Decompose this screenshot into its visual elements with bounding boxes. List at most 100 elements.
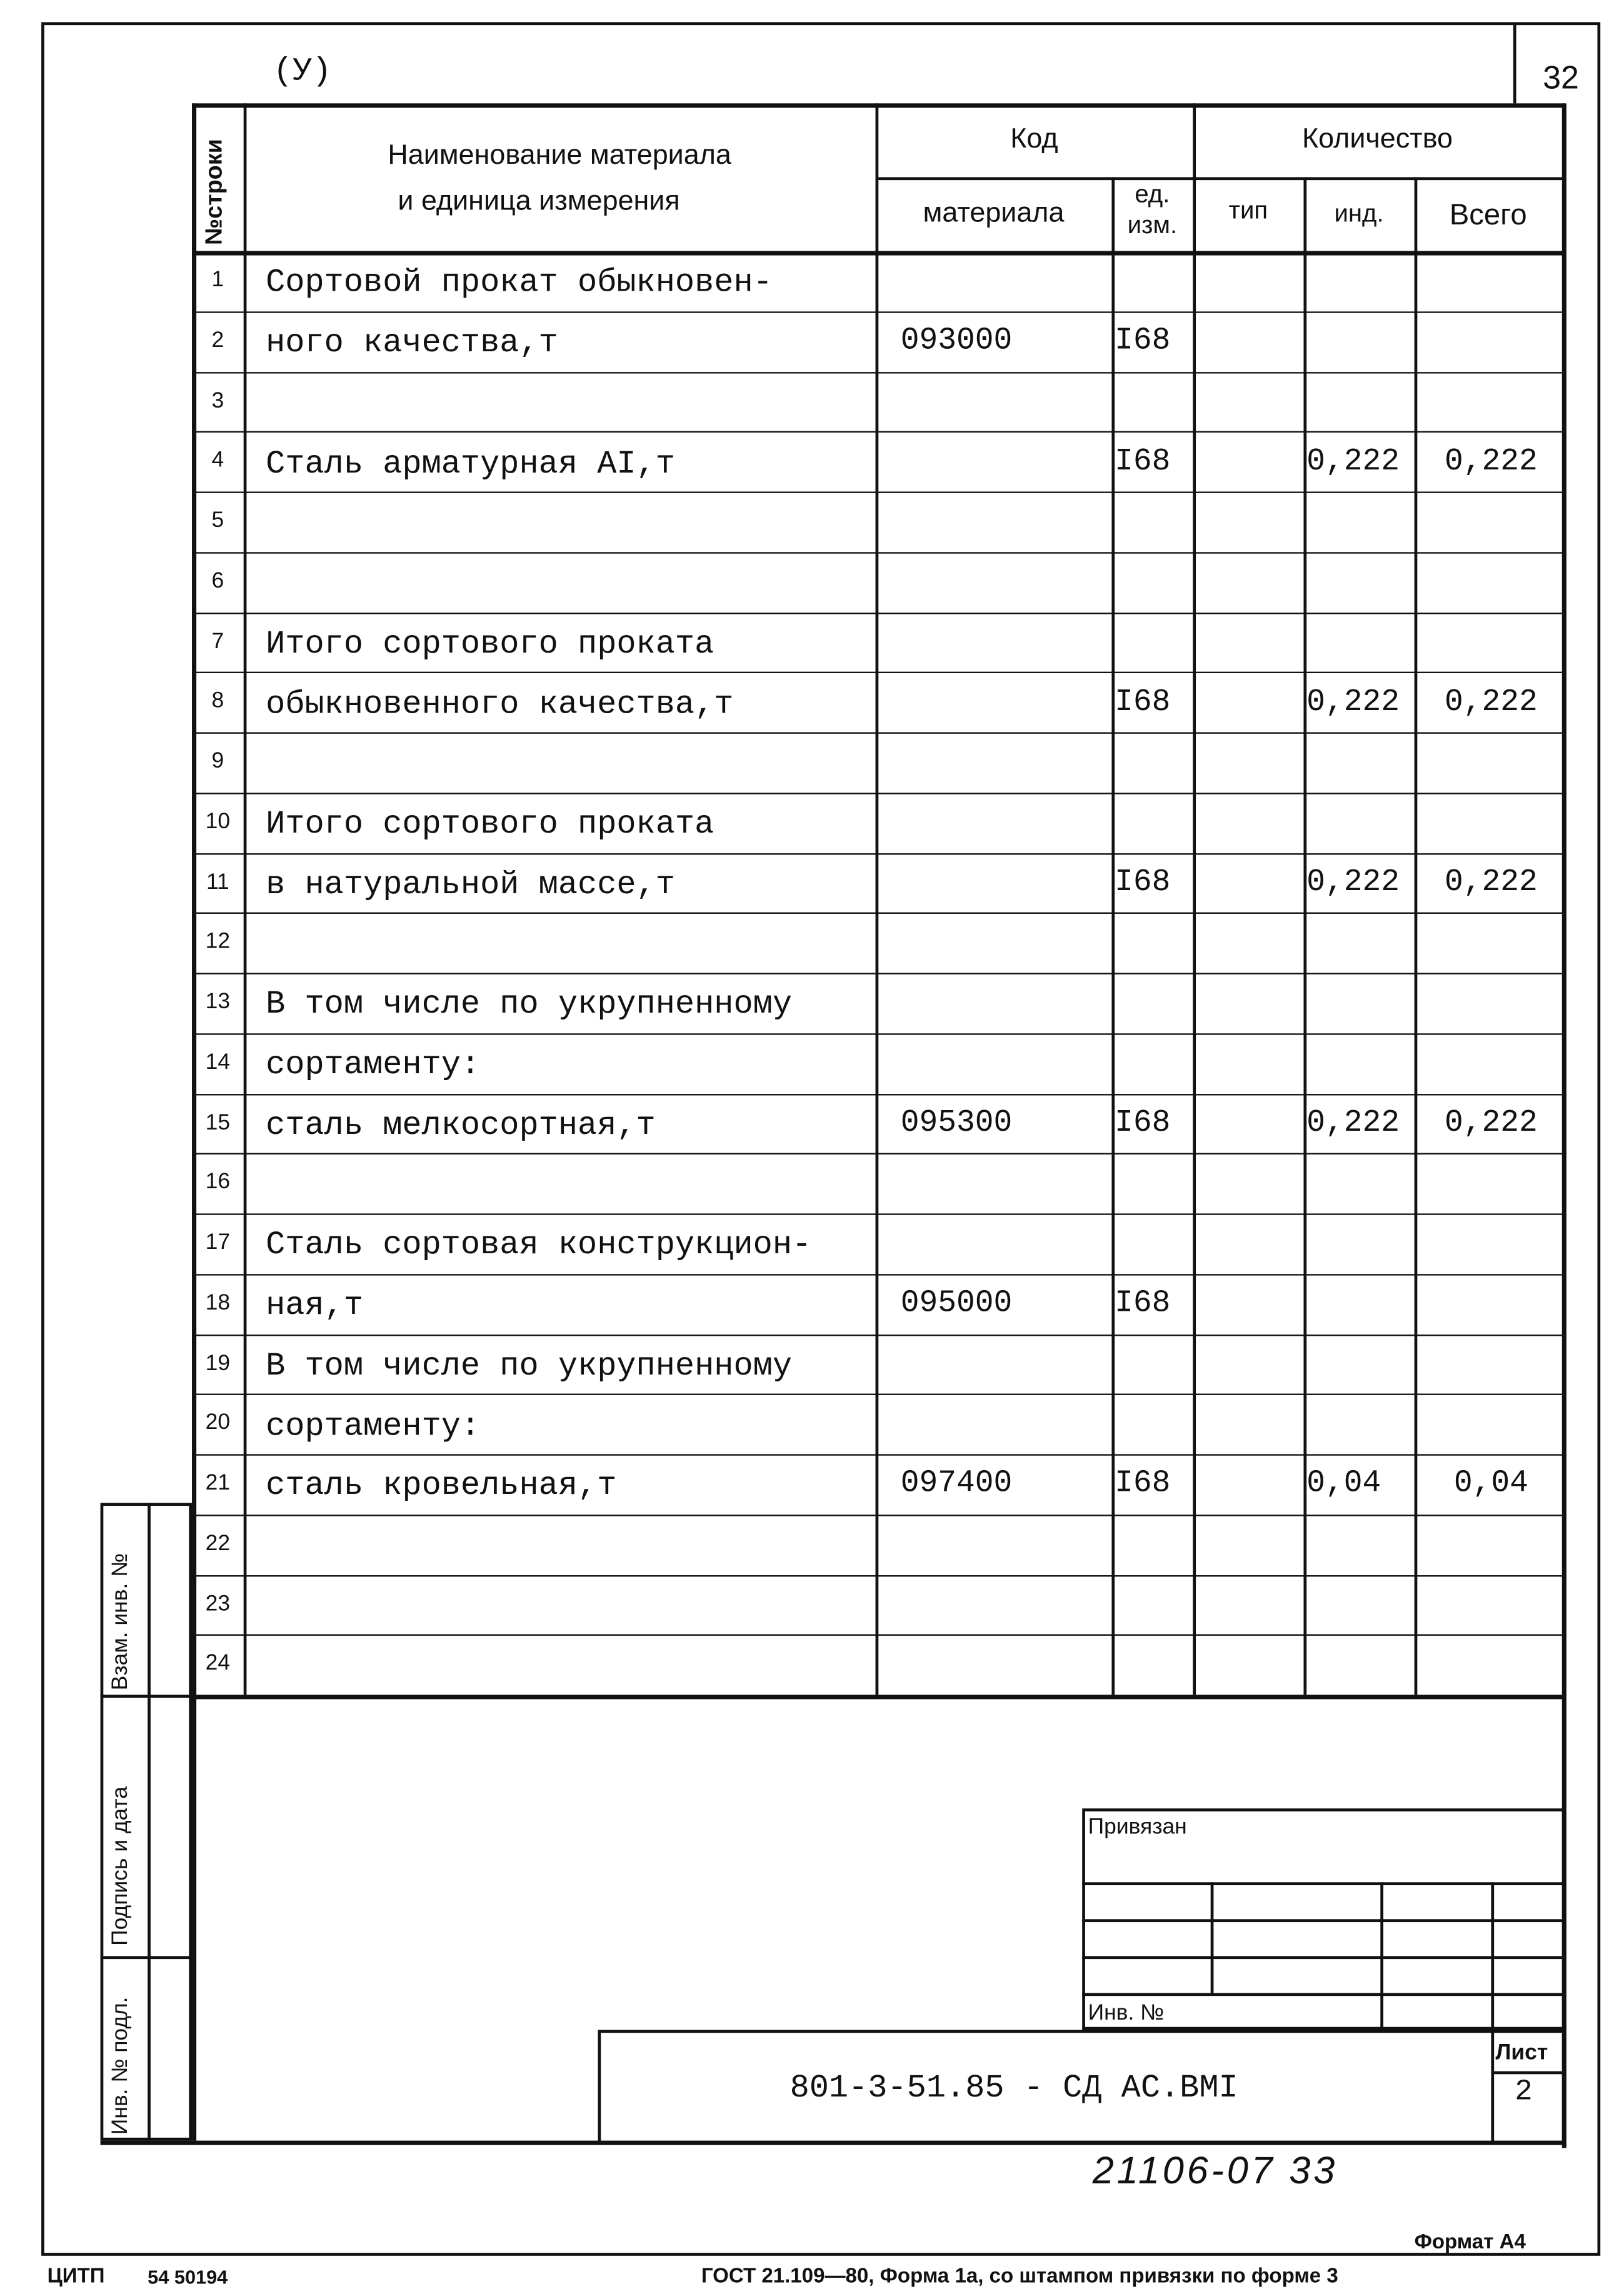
row-number: 17 — [205, 1230, 231, 1255]
format-label: Формат А4 — [1414, 2229, 1526, 2253]
material-name: сталь кровельная,т — [266, 1468, 617, 1505]
row-divider — [192, 973, 1565, 974]
row-number: 11 — [206, 868, 229, 894]
row-number: 4 — [211, 448, 224, 473]
binding-label: Привязан — [1088, 1814, 1187, 1840]
qty-ind: 0,222 — [1306, 866, 1400, 901]
qty-total: 0,222 — [1444, 445, 1538, 479]
material-code: 095000 — [900, 1287, 1013, 1322]
col-divider — [1414, 177, 1418, 1695]
sheet-number: 2 — [1515, 2075, 1533, 2110]
qty-ind: 0,04 — [1306, 1468, 1381, 1502]
material-name: сортаменту: — [266, 1046, 481, 1084]
outer-frame — [41, 22, 1601, 2256]
row-divider — [192, 1574, 1565, 1576]
material-name: ная,т — [266, 1287, 364, 1325]
material-name: сортаменту: — [266, 1408, 481, 1445]
material-name: сталь мелкосортная,т — [266, 1107, 656, 1144]
sidebar-divider — [100, 1956, 193, 1960]
qty-total: 0,222 — [1444, 866, 1538, 901]
row-divider — [192, 1273, 1565, 1276]
row-number: 19 — [205, 1350, 231, 1376]
row-divider — [192, 551, 1565, 554]
table-body-bottom — [192, 1695, 1565, 1700]
material-name: В том числе по укрупненному — [266, 986, 793, 1024]
row-number: 7 — [211, 628, 224, 654]
header-name-line2: и единица измерения — [398, 186, 680, 218]
unit-code: I68 — [1115, 445, 1171, 479]
material-name: Сталь сортовая конструкцион- — [266, 1227, 812, 1265]
order-number: 54 50194 — [148, 2266, 228, 2288]
sidebar-replace-inv: Взам. инв. № — [108, 1553, 133, 1691]
header-divider — [875, 177, 1565, 181]
qty-ind: 0,222 — [1306, 686, 1400, 720]
sidebar-inv-original: Инв. № подл. — [108, 1996, 133, 2135]
row-number: 5 — [211, 508, 224, 533]
col-divider — [243, 103, 247, 1695]
title-divider — [1491, 2030, 1495, 2144]
title-block — [598, 2030, 1565, 2144]
row-number: 8 — [211, 688, 224, 714]
page-number-divider — [1513, 22, 1516, 104]
stamp-line — [1210, 1882, 1214, 1993]
row-number: 18 — [205, 1290, 231, 1315]
col-divider — [1303, 177, 1307, 1695]
header-ind: инд. — [1334, 199, 1384, 228]
table-left-border — [192, 103, 197, 2141]
row-number: 24 — [205, 1651, 231, 1676]
header-unit-line2: изм. — [1127, 211, 1178, 239]
material-name: Сталь арматурная AI,т — [266, 445, 675, 483]
unit-code: I68 — [1115, 1107, 1171, 1141]
header-type: тип — [1228, 196, 1268, 224]
material-code: 097400 — [900, 1468, 1013, 1502]
header-code-material: материала — [923, 198, 1065, 229]
title-divider — [1491, 2071, 1565, 2075]
table-top-border — [192, 103, 1565, 108]
header-total: Всего — [1449, 199, 1527, 232]
row-divider — [192, 1635, 1565, 1636]
header-bottom-border — [192, 251, 1565, 256]
row-divider — [192, 1333, 1565, 1336]
unit-code: I68 — [1115, 1468, 1171, 1502]
qty-total: 0,222 — [1444, 686, 1538, 720]
row-number: 15 — [205, 1109, 231, 1135]
unit-code: I68 — [1115, 1287, 1171, 1322]
row-number: 2 — [211, 327, 224, 353]
row-number: 3 — [211, 387, 224, 413]
row-number: 13 — [205, 989, 231, 1014]
row-divider — [192, 1213, 1565, 1215]
standard-reference: ГОСТ 21.109—80, Форма 1а, со штампом при… — [701, 2263, 1338, 2287]
row-divider — [192, 311, 1565, 313]
material-name: в натуральной массе,т — [266, 866, 675, 904]
row-divider — [192, 1093, 1565, 1095]
material-name: Итого сортового проката — [266, 626, 714, 663]
unit-code: I68 — [1115, 686, 1171, 720]
unit-code: I68 — [1115, 866, 1171, 901]
material-code: 095300 — [900, 1107, 1013, 1141]
unit-code: I68 — [1115, 324, 1171, 359]
row-number: 20 — [205, 1410, 231, 1436]
handwritten-number: 21106-07 33 — [1092, 2148, 1338, 2193]
form-bottom-border — [100, 2140, 1565, 2145]
stamp-line — [1082, 1993, 1565, 1996]
document-mark: (У) — [273, 53, 332, 91]
page-number: 32 — [1543, 59, 1579, 96]
sidebar-divider — [148, 1503, 151, 2141]
row-divider — [192, 672, 1565, 674]
row-number: 9 — [211, 748, 224, 774]
row-divider — [192, 1033, 1565, 1035]
material-name: обыкновенного качества,т — [266, 686, 734, 723]
row-number: 23 — [205, 1590, 231, 1616]
header-quantity: Количество — [1302, 124, 1453, 155]
row-number: 14 — [205, 1049, 231, 1074]
row-number: 21 — [205, 1470, 231, 1496]
material-name: В том числе по укрупненному — [266, 1348, 793, 1385]
header-unit-line1: ед. — [1135, 180, 1170, 209]
row-divider — [192, 1153, 1565, 1155]
material-code: 093000 — [900, 324, 1013, 359]
row-divider — [192, 491, 1565, 493]
row-divider — [192, 1454, 1565, 1456]
stamp-line — [1491, 1882, 1495, 2030]
row-divider — [192, 611, 1565, 614]
